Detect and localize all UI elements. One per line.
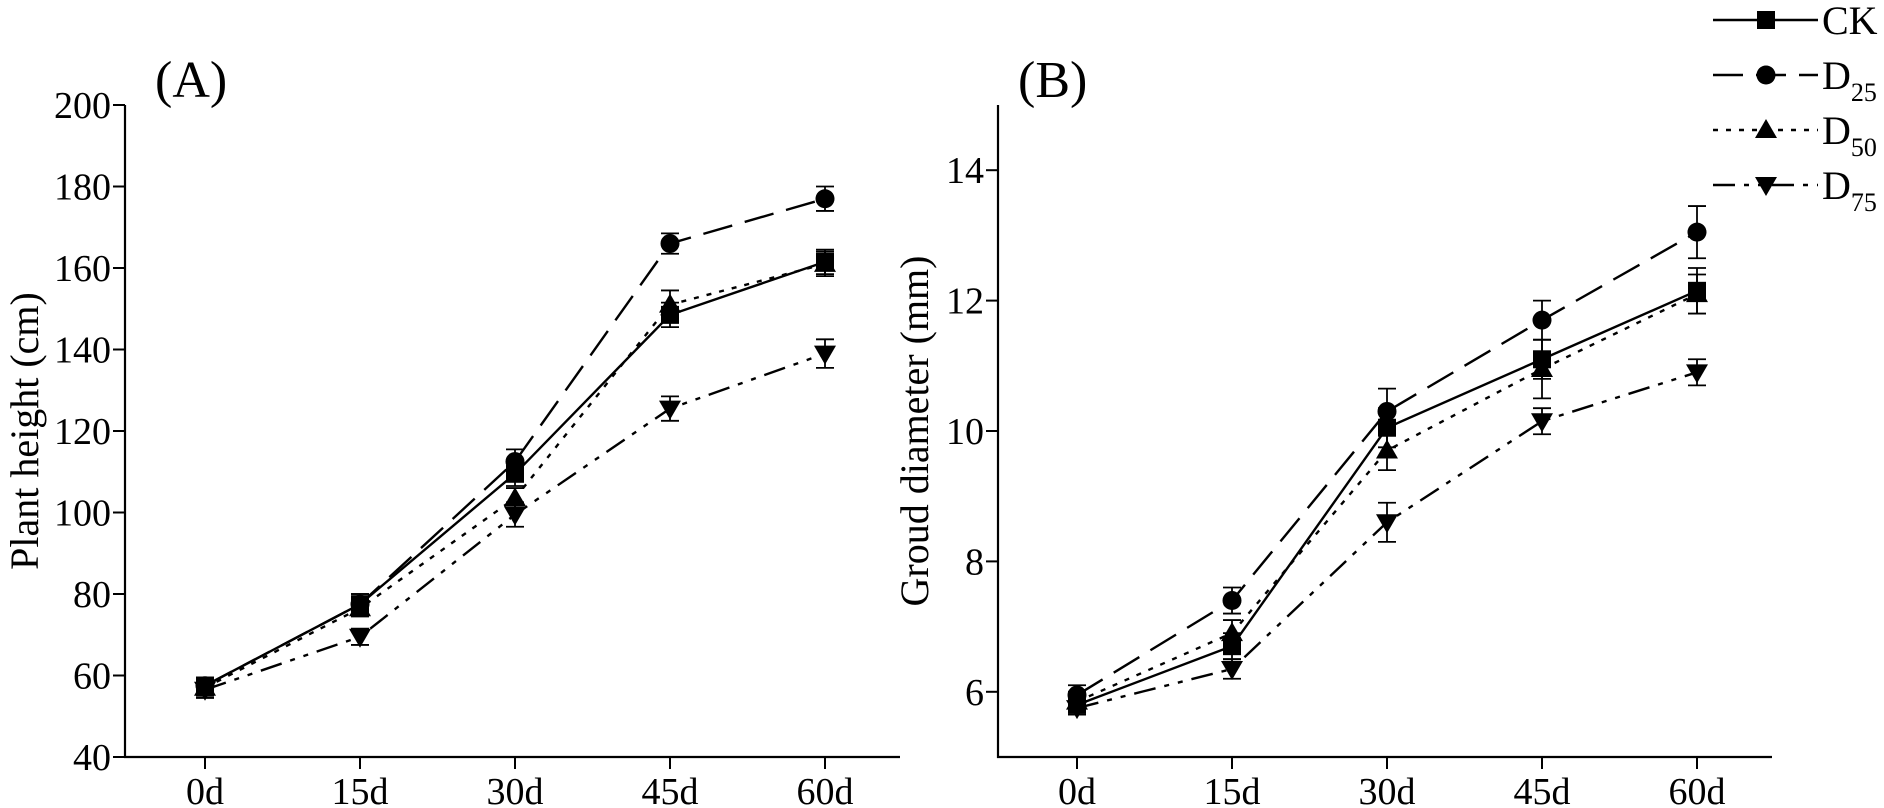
y-tick-label: 180	[54, 167, 111, 209]
y-tick-label: 120	[54, 411, 111, 453]
data-point	[1066, 700, 1088, 720]
y-axis-title: Plant height (cm)	[2, 292, 47, 570]
legend-marker	[1755, 119, 1777, 138]
panel-label: (B)	[1018, 52, 1087, 109]
x-tick-label: 45d	[1514, 771, 1571, 808]
y-tick-label: 160	[54, 248, 111, 290]
y-axis-title: Groud diameter (mm)	[892, 256, 937, 607]
data-point	[194, 681, 216, 701]
series-line	[1076, 289, 1698, 706]
y-tick-label: 40	[73, 737, 111, 779]
series-d25	[195, 185, 835, 696]
y-tick-label: 100	[54, 493, 111, 535]
data-point	[814, 252, 836, 272]
legend-marker	[1755, 177, 1777, 196]
legend-entry: D25	[1713, 53, 1877, 107]
y-tick-label: 8	[965, 541, 984, 583]
series-line	[1076, 231, 1698, 697]
data-point	[1222, 591, 1242, 611]
series-d75	[194, 338, 836, 701]
data-point	[504, 506, 526, 526]
data-point	[1532, 310, 1552, 330]
legend-label: D25	[1822, 53, 1877, 107]
data-point	[815, 189, 835, 209]
legend-marker	[1756, 65, 1776, 85]
panel-a-plant-height: 40 60 80 100 120 140 160 180 200 0d 15d 30d 45d 60d Pl…	[2, 52, 900, 808]
data-point	[1377, 401, 1397, 421]
data-point	[1686, 364, 1708, 384]
x-tick-label: 60d	[797, 771, 854, 808]
data-point	[1687, 222, 1707, 242]
y-tick-label: 60	[73, 656, 111, 698]
y-tick-label: 10	[946, 411, 984, 453]
data-point	[1531, 413, 1553, 433]
data-point	[1376, 439, 1398, 459]
panel-b-ground-diameter: 6 8 10 12 14 0d 15d 30d 45d 60d Groud diameter (mm…	[892, 52, 1772, 808]
data-point	[1221, 660, 1243, 680]
x-tick-label: 30d	[1359, 771, 1416, 808]
legend-marker	[1757, 11, 1775, 29]
series-d50	[1066, 273, 1708, 713]
legend-entry: D75	[1713, 163, 1877, 217]
data-point	[1376, 514, 1398, 534]
x-tick-label: 60d	[1669, 771, 1726, 808]
legend-label: CK	[1822, 0, 1878, 43]
data-point	[659, 293, 681, 313]
legend-entry: D50	[1713, 108, 1877, 162]
y-tick-label: 12	[946, 281, 984, 323]
x-tick-label: 0d	[1058, 771, 1096, 808]
data-point	[349, 597, 371, 617]
data-point	[505, 452, 525, 472]
y-tick-label: 6	[965, 672, 984, 714]
x-tick-label: 0d	[186, 771, 224, 808]
x-tick-label: 30d	[487, 771, 544, 808]
series-d75	[1066, 358, 1708, 720]
y-tick-label: 14	[946, 150, 984, 192]
series-line	[204, 197, 826, 687]
data-point	[1686, 283, 1708, 303]
data-point	[814, 345, 836, 365]
series-line	[1076, 292, 1698, 703]
x-tick-label: 15d	[332, 771, 389, 808]
y-tick-label: 140	[54, 330, 111, 372]
legend-label: D75	[1822, 163, 1877, 217]
x-tick-label: 15d	[1204, 771, 1261, 808]
data-point	[349, 628, 371, 648]
data-point	[1531, 358, 1553, 378]
legend-entry: CK	[1713, 0, 1878, 43]
data-point	[1221, 622, 1243, 642]
y-tick-label: 200	[54, 85, 111, 127]
panel-label: (A)	[155, 52, 227, 109]
data-point	[660, 234, 680, 254]
y-tick-label: 80	[73, 574, 111, 616]
series-ck	[1068, 267, 1706, 716]
legend-label: D50	[1822, 108, 1877, 162]
data-point	[659, 400, 681, 420]
x-tick-label: 45d	[642, 771, 699, 808]
